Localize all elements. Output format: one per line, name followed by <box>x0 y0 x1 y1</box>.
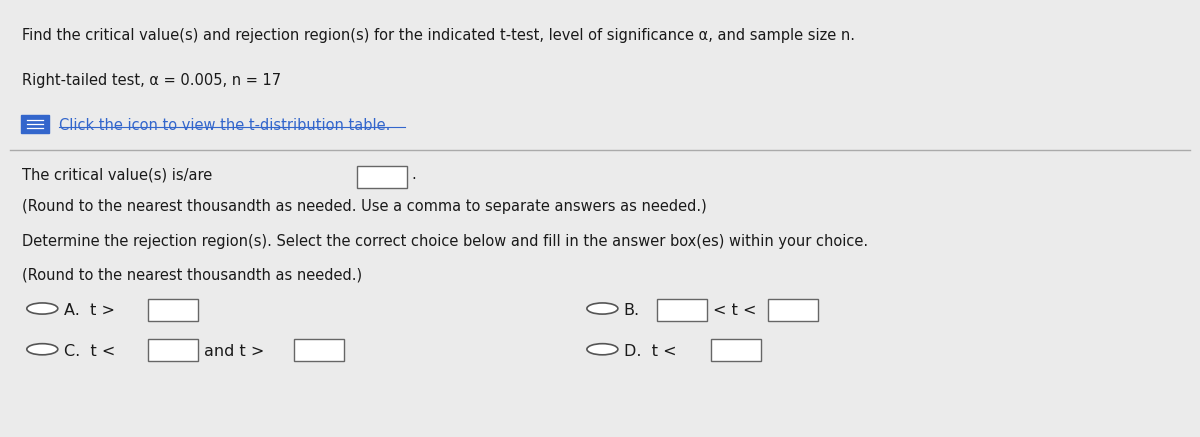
Text: Find the critical value(s) and rejection region(s) for the indicated t-test, lev: Find the critical value(s) and rejection… <box>22 28 856 43</box>
Text: (Round to the nearest thousandth as needed.): (Round to the nearest thousandth as need… <box>22 268 362 283</box>
Circle shape <box>587 303 618 314</box>
FancyBboxPatch shape <box>149 339 198 361</box>
Text: D.  t <: D. t < <box>624 343 677 359</box>
FancyBboxPatch shape <box>294 339 343 361</box>
Text: and t >: and t > <box>204 343 265 359</box>
FancyBboxPatch shape <box>356 166 407 188</box>
Circle shape <box>26 303 58 314</box>
Circle shape <box>26 343 58 355</box>
Text: C.  t <: C. t < <box>64 343 115 359</box>
Text: Determine the rejection region(s). Select the correct choice below and fill in t: Determine the rejection region(s). Selec… <box>22 233 868 249</box>
Text: A.  t >: A. t > <box>64 303 115 318</box>
Text: .: . <box>412 167 416 182</box>
FancyBboxPatch shape <box>149 298 198 321</box>
Text: B.: B. <box>624 303 640 318</box>
Text: Click the icon to view the t-distribution table.: Click the icon to view the t-distributio… <box>59 118 390 133</box>
FancyBboxPatch shape <box>658 298 707 321</box>
Text: < t <: < t < <box>713 303 757 318</box>
Text: The critical value(s) is/are: The critical value(s) is/are <box>22 167 212 182</box>
FancyBboxPatch shape <box>710 339 761 361</box>
Circle shape <box>587 343 618 355</box>
FancyBboxPatch shape <box>20 115 49 133</box>
Text: Right-tailed test, α = 0.005, n = 17: Right-tailed test, α = 0.005, n = 17 <box>22 73 281 88</box>
FancyBboxPatch shape <box>768 298 818 321</box>
Text: (Round to the nearest thousandth as needed. Use a comma to separate answers as n: (Round to the nearest thousandth as need… <box>22 199 707 214</box>
